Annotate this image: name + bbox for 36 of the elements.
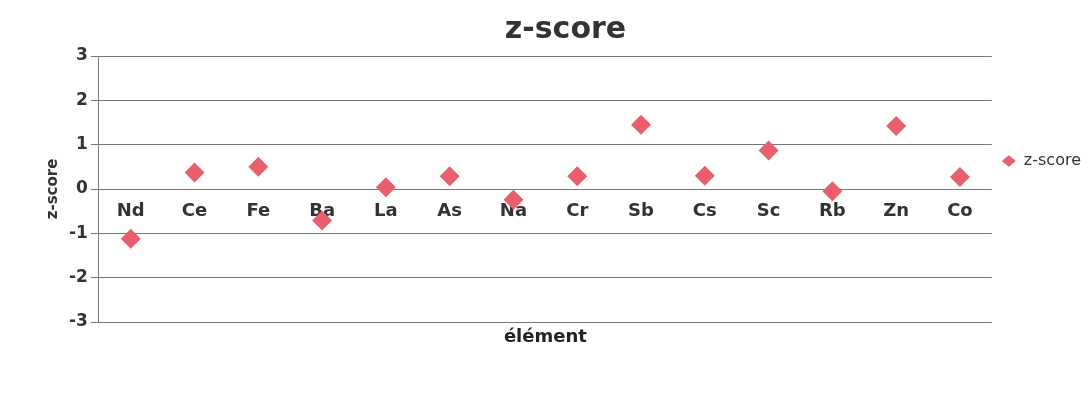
y-tick-label: 2	[76, 88, 88, 109]
x-tick-label: Co	[947, 199, 973, 221]
point	[567, 166, 588, 187]
x-tick-label: Cs	[692, 199, 717, 221]
point	[375, 177, 396, 198]
x-tick-label: Ce	[181, 199, 208, 221]
point	[694, 165, 715, 186]
point	[120, 228, 141, 249]
y-tick-label: 1	[76, 133, 88, 154]
y-tick-label: -1	[68, 221, 88, 242]
x-axis-title: élément	[503, 324, 588, 346]
x-tick-label: Nd	[116, 199, 145, 221]
x-tick-label: Fe	[246, 199, 271, 221]
x-tick-label: Sc	[756, 199, 781, 221]
legend-label: z-score	[1023, 150, 1082, 170]
x-tick-label: Sb	[628, 199, 655, 221]
y-tick-label: 3	[76, 44, 88, 65]
x-tick-label: La	[374, 199, 398, 221]
point	[822, 181, 843, 202]
x-tick-label: Rb	[819, 199, 846, 221]
point	[758, 140, 779, 161]
x-tick-label: Ba	[309, 199, 336, 221]
point	[439, 166, 460, 187]
point	[949, 167, 970, 188]
point	[184, 162, 205, 183]
x-tick-label: Zn	[883, 199, 910, 221]
point	[886, 116, 907, 137]
y-axis-title: z-score	[42, 158, 61, 220]
chart-title: z-score	[504, 9, 627, 45]
point	[248, 156, 269, 177]
y-tick-label: 0	[76, 177, 89, 198]
x-tick-label: As	[437, 199, 463, 221]
y-tick-label: -3	[68, 310, 88, 331]
x-tick-label: Cr	[566, 199, 589, 221]
point	[631, 114, 652, 135]
y-tick-label: -2	[68, 266, 88, 287]
